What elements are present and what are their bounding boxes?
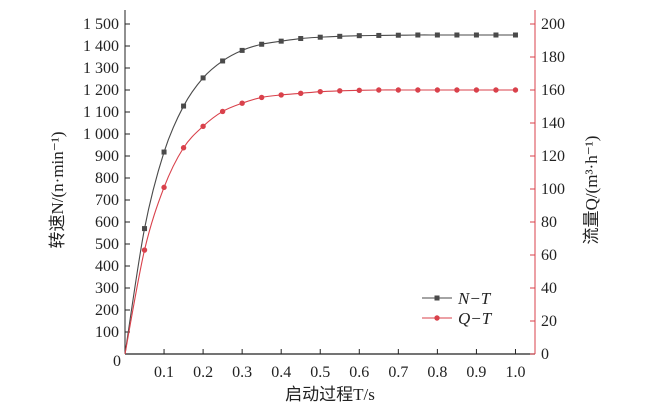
data-point-square [142, 226, 148, 232]
data-point-square [278, 38, 284, 44]
y-tick-label-right: 140 [541, 115, 565, 132]
data-point-square [181, 103, 187, 109]
data-point-circle [180, 145, 187, 151]
y-tick-label-left: 200 [95, 302, 119, 319]
data-point-square [337, 33, 343, 39]
legend: N−TQ−T [422, 289, 493, 328]
data-point-square [512, 32, 518, 38]
data-point-square [454, 32, 460, 38]
data-point-square [259, 41, 265, 47]
x-tick-label: 0.1 [154, 364, 174, 381]
legend-label: Q−T [458, 309, 493, 328]
data-point-square [356, 33, 362, 39]
data-point-square [415, 32, 421, 38]
data-point-square [376, 32, 382, 38]
data-point-circle [395, 87, 402, 93]
x-axis-label: 启动过程T/s [285, 385, 375, 404]
x-tick-label: 0.2 [193, 364, 213, 381]
data-point-circle [512, 87, 519, 93]
y-tick-label-left: 0 [113, 353, 121, 370]
y-tick-label-left: 1 000 [83, 126, 119, 143]
x-tick-label: 1.0 [505, 364, 525, 381]
data-point-circle [473, 87, 480, 93]
y-tick-label-right: 120 [541, 148, 565, 165]
axes: 0.1 0.2 0.3 0.4 0.5 0.6 0.7 0.8 0.9 1.00100200300… [83, 10, 565, 381]
y-tick-label-left: 1 300 [83, 60, 119, 77]
y-tick-label-left: 100 [95, 324, 119, 341]
y-tick-label-left: 300 [95, 280, 119, 297]
y-tick-label-right: 200 [541, 16, 565, 33]
data-point-circle [239, 100, 245, 106]
y-tick-label-right: 180 [541, 49, 565, 66]
y-tick-label-left: 1 100 [83, 104, 119, 121]
x-tick-label: 0.4 [271, 364, 291, 381]
x-tick-label: 0.5 [310, 364, 330, 381]
data-point-square [395, 32, 401, 38]
data-point-circle [200, 123, 206, 129]
data-point-circle [376, 87, 382, 93]
y-tick-label-right: 20 [541, 313, 557, 330]
y-tick-label-left: 600 [95, 214, 119, 231]
y-tick-label-right: 100 [541, 181, 565, 198]
y-tick-label-left: 400 [95, 258, 119, 275]
legend-marker-circle [434, 315, 440, 321]
data-point-circle [434, 87, 441, 93]
x-tick-label: 0.6 [349, 364, 369, 381]
y-tick-label-left: 800 [95, 170, 119, 187]
y-axis-label-right: 流量Q/(m³·h⁻¹) [582, 136, 601, 245]
data-point-circle [219, 108, 226, 115]
y-tick-label-left: 1 200 [83, 82, 119, 99]
data-point-circle [493, 87, 499, 93]
series-layer [124, 32, 519, 355]
y-axis-label-left: 转速N/(n·min⁻¹) [48, 132, 67, 249]
y-tick-label-right: 160 [541, 82, 565, 99]
y-tick-label-left: 1 500 [83, 16, 119, 33]
data-point-square [317, 34, 323, 40]
x-tick-label: 0.7 [388, 364, 408, 381]
series-line-circle [124, 89, 516, 355]
legend-label: N−T [457, 289, 492, 308]
data-point-square [200, 75, 206, 81]
data-point-square [473, 32, 479, 38]
y-tick-label-right: 60 [541, 247, 557, 264]
data-point-square [493, 32, 499, 38]
data-point-circle [415, 87, 421, 93]
y-tick-label-left: 1 400 [83, 38, 119, 55]
y-tick-label-left: 700 [95, 192, 119, 209]
y-tick-label-left: 500 [95, 236, 119, 253]
data-point-square [220, 58, 226, 64]
series-line-square [124, 34, 516, 355]
y-tick-label-right: 40 [541, 280, 557, 297]
x-tick-label: 0.8 [427, 364, 447, 381]
y-tick-label-right: 0 [541, 346, 549, 363]
legend-marker-square [434, 295, 440, 301]
data-point-circle [161, 184, 167, 191]
data-point-square [239, 47, 245, 53]
x-tick-label: 0.9 [466, 364, 486, 381]
data-point-circle [454, 87, 460, 93]
y-tick-label-right: 80 [541, 214, 557, 231]
data-point-circle [258, 94, 265, 101]
data-point-circle [356, 87, 362, 94]
data-point-circle [298, 90, 304, 97]
data-point-circle [337, 88, 343, 94]
data-point-circle [317, 88, 323, 95]
data-point-square [298, 36, 304, 42]
x-tick-label: 0.3 [232, 364, 252, 381]
y-tick-label-left: 900 [95, 148, 119, 165]
data-point-circle [278, 92, 284, 98]
data-point-circle [141, 247, 148, 253]
data-point-square [161, 149, 167, 155]
data-point-square [434, 32, 440, 38]
